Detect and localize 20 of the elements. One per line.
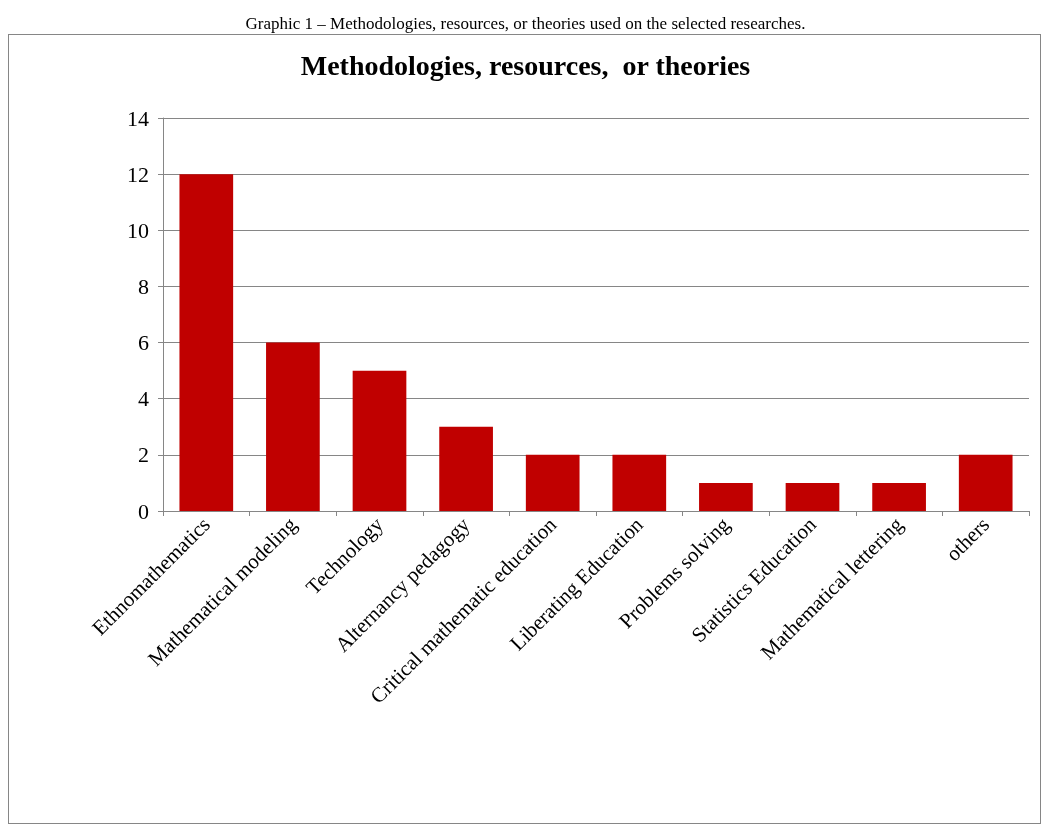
- bar: [958, 454, 1013, 511]
- text: Graphic 1 – Methodologies, resources, or theories used on the selected researches.: [245, 14, 806, 33]
- bar: [525, 454, 580, 511]
- bar: [612, 454, 667, 511]
- y-tick-label: 0: [138, 498, 149, 524]
- bar: [785, 482, 840, 511]
- bar: [352, 370, 407, 511]
- chart-title: Methodologies, resources, or theories: [300, 49, 751, 81]
- y-tick-label: 14: [127, 105, 149, 131]
- y-tick-label: 4: [138, 386, 149, 412]
- bar: [179, 174, 234, 511]
- y-tick-label: 6: [138, 330, 149, 356]
- y-tick-label: 10: [127, 217, 149, 243]
- y-tick-label: 12: [127, 161, 149, 187]
- bar: [699, 482, 753, 511]
- y-tick-label: 8: [138, 273, 149, 299]
- y-tick-label: 2: [138, 442, 149, 468]
- bar: [439, 426, 493, 511]
- bar: [266, 342, 320, 511]
- bar: [872, 482, 926, 511]
